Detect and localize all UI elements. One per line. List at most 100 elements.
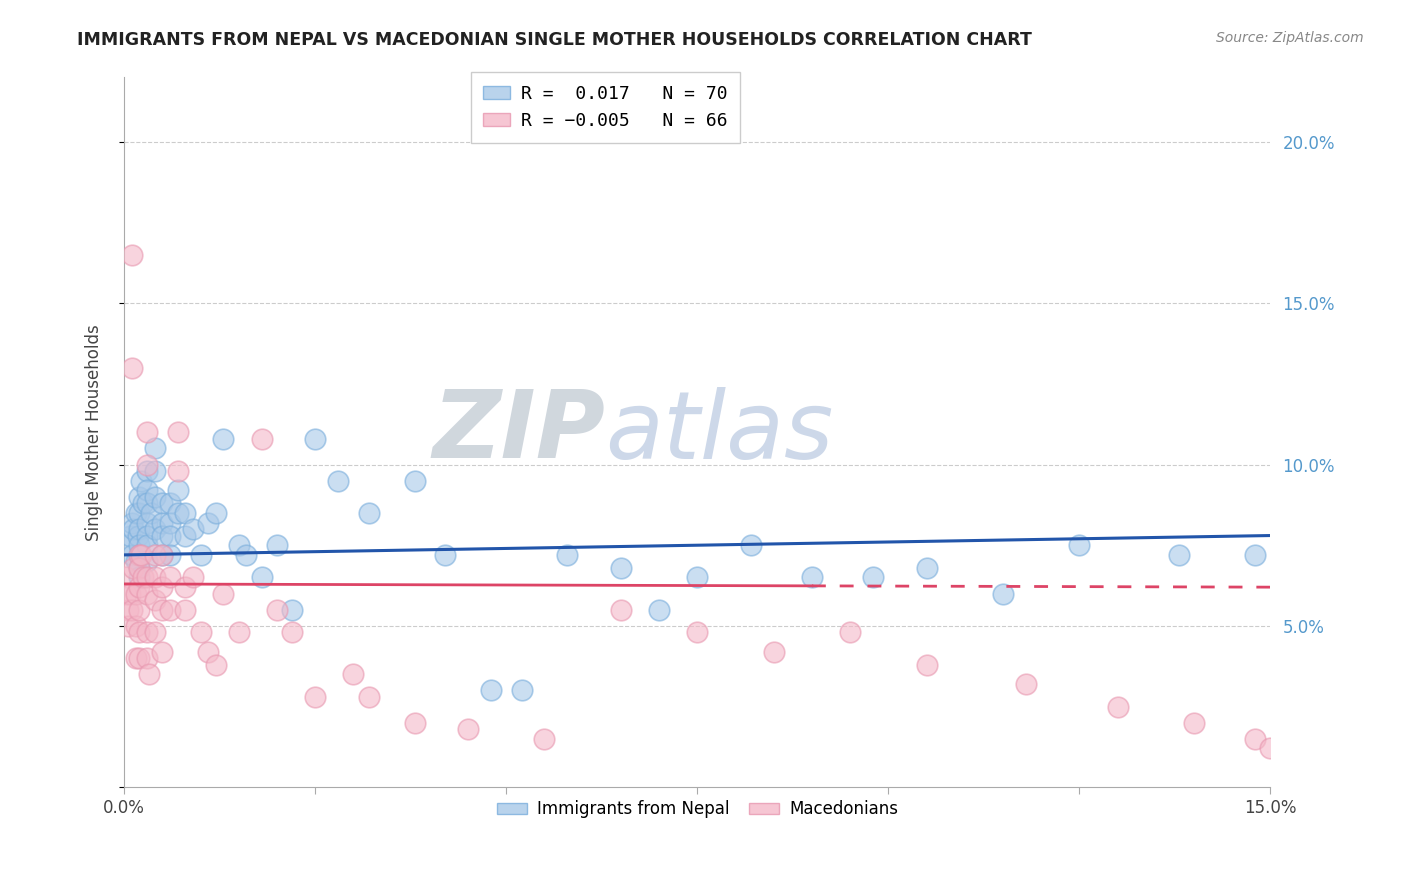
Point xyxy=(124,651,146,665)
Point xyxy=(174,580,197,594)
Point xyxy=(181,522,204,536)
Point xyxy=(143,490,166,504)
Point xyxy=(124,554,146,568)
Point xyxy=(136,458,159,472)
Point xyxy=(686,625,709,640)
Point xyxy=(326,474,349,488)
Point xyxy=(120,586,142,600)
Point xyxy=(190,548,212,562)
Point xyxy=(120,528,142,542)
Point xyxy=(281,625,304,640)
Y-axis label: Single Mother Households: Single Mother Households xyxy=(86,324,103,541)
Point xyxy=(686,570,709,584)
Point xyxy=(228,538,250,552)
Point xyxy=(129,474,152,488)
Point xyxy=(136,528,159,542)
Point xyxy=(533,731,555,746)
Point xyxy=(1244,731,1267,746)
Point xyxy=(342,667,364,681)
Point xyxy=(250,570,273,584)
Point xyxy=(181,570,204,584)
Point xyxy=(136,425,159,440)
Point xyxy=(139,506,162,520)
Point xyxy=(128,548,150,562)
Point xyxy=(143,625,166,640)
Point xyxy=(304,432,326,446)
Point xyxy=(128,651,150,665)
Point xyxy=(166,483,188,498)
Point xyxy=(862,570,884,584)
Point xyxy=(1260,741,1282,756)
Point xyxy=(143,522,166,536)
Point xyxy=(915,657,938,672)
Text: IMMIGRANTS FROM NEPAL VS MACEDONIAN SINGLE MOTHER HOUSEHOLDS CORRELATION CHART: IMMIGRANTS FROM NEPAL VS MACEDONIAN SING… xyxy=(77,31,1032,49)
Point xyxy=(121,516,143,530)
Point xyxy=(159,603,181,617)
Point xyxy=(117,603,139,617)
Point xyxy=(124,586,146,600)
Point xyxy=(457,722,479,736)
Point xyxy=(610,561,633,575)
Text: atlas: atlas xyxy=(606,387,834,478)
Point xyxy=(128,506,150,520)
Point xyxy=(159,496,181,510)
Point xyxy=(174,528,197,542)
Point xyxy=(122,561,145,575)
Point xyxy=(174,506,197,520)
Point xyxy=(128,490,150,504)
Point xyxy=(143,548,166,562)
Point xyxy=(124,619,146,633)
Point xyxy=(205,657,228,672)
Point xyxy=(136,483,159,498)
Point xyxy=(117,538,139,552)
Legend: Immigrants from Nepal, Macedonians: Immigrants from Nepal, Macedonians xyxy=(489,794,904,825)
Point xyxy=(128,561,150,575)
Point xyxy=(128,625,150,640)
Point xyxy=(150,528,173,542)
Point xyxy=(136,570,159,584)
Point xyxy=(128,522,150,536)
Point xyxy=(150,603,173,617)
Point xyxy=(136,586,159,600)
Point xyxy=(117,619,139,633)
Point xyxy=(128,548,150,562)
Point xyxy=(281,603,304,617)
Point xyxy=(128,561,150,575)
Point xyxy=(800,570,823,584)
Point xyxy=(166,506,188,520)
Point xyxy=(132,496,155,510)
Point xyxy=(121,548,143,562)
Point xyxy=(510,683,533,698)
Point xyxy=(197,645,219,659)
Point xyxy=(121,360,143,375)
Point xyxy=(266,538,288,552)
Point xyxy=(212,432,235,446)
Point xyxy=(114,570,136,584)
Point xyxy=(174,603,197,617)
Point xyxy=(434,548,457,562)
Point xyxy=(121,248,143,262)
Point xyxy=(197,516,219,530)
Point xyxy=(136,496,159,510)
Point xyxy=(1182,715,1205,730)
Point xyxy=(740,538,762,552)
Point xyxy=(404,474,426,488)
Point xyxy=(150,548,173,562)
Point xyxy=(839,625,862,640)
Point xyxy=(150,496,173,510)
Point xyxy=(205,506,228,520)
Point xyxy=(115,586,138,600)
Point xyxy=(150,580,173,594)
Point xyxy=(357,690,380,704)
Point xyxy=(212,586,235,600)
Point xyxy=(138,667,160,681)
Point xyxy=(128,570,150,584)
Point xyxy=(357,506,380,520)
Point xyxy=(1015,677,1038,691)
Point xyxy=(404,715,426,730)
Point xyxy=(128,580,150,594)
Text: ZIP: ZIP xyxy=(433,386,606,478)
Point xyxy=(128,538,150,552)
Point xyxy=(166,464,188,478)
Point xyxy=(127,528,149,542)
